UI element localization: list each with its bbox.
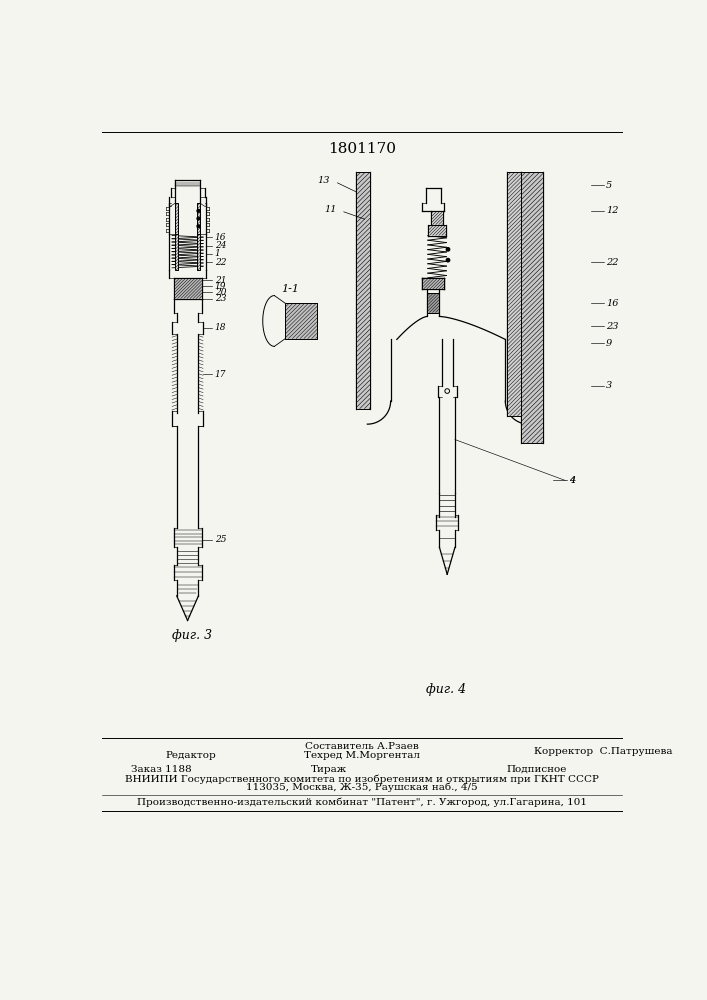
Text: 16: 16: [606, 299, 619, 308]
Text: 5: 5: [606, 181, 612, 190]
Text: 1-1: 1-1: [281, 284, 299, 294]
Text: 4: 4: [569, 476, 575, 485]
Text: 24: 24: [215, 241, 226, 250]
Text: ВНИИПИ Государственного комитета по изобретениям и открытиям при ГКНТ СССР: ВНИИПИ Государственного комитета по изоб…: [125, 774, 599, 784]
Polygon shape: [197, 203, 200, 234]
Circle shape: [197, 225, 200, 228]
Text: Редактор: Редактор: [166, 751, 216, 760]
Text: 21: 21: [215, 276, 226, 285]
Text: 18: 18: [215, 323, 226, 332]
Polygon shape: [356, 172, 370, 409]
Circle shape: [197, 209, 200, 212]
Polygon shape: [175, 234, 178, 270]
Polygon shape: [521, 172, 542, 443]
Polygon shape: [507, 172, 521, 416]
Text: 113035, Москва, Ж-35, Раушская наб., 4/5: 113035, Москва, Ж-35, Раушская наб., 4/5: [246, 782, 478, 792]
Text: 19: 19: [215, 282, 226, 291]
Text: 16: 16: [215, 233, 226, 242]
Text: 1801170: 1801170: [328, 142, 396, 156]
Text: Корректор  С.Патрушева: Корректор С.Патрушева: [534, 747, 672, 756]
Text: 22: 22: [215, 258, 226, 267]
Text: фиг. 4: фиг. 4: [426, 683, 466, 696]
Text: 22: 22: [606, 258, 619, 267]
Text: 23: 23: [215, 294, 226, 303]
Text: 9: 9: [606, 339, 612, 348]
Polygon shape: [197, 234, 200, 270]
Polygon shape: [428, 225, 446, 235]
Polygon shape: [174, 278, 201, 299]
Text: Составитель А.Рзаев: Составитель А.Рзаев: [305, 742, 419, 751]
Circle shape: [197, 217, 200, 220]
Polygon shape: [285, 303, 317, 339]
Text: 12: 12: [606, 206, 619, 215]
Text: 1: 1: [215, 249, 221, 258]
Polygon shape: [175, 203, 178, 234]
Text: 23: 23: [606, 322, 619, 331]
Polygon shape: [431, 211, 443, 225]
Polygon shape: [422, 278, 444, 289]
Text: 4: 4: [569, 476, 575, 485]
Text: Подписное: Подписное: [507, 765, 567, 774]
Text: 3: 3: [606, 381, 612, 390]
Text: 11: 11: [324, 205, 337, 214]
Text: 20: 20: [215, 288, 226, 297]
Text: фиг. 3: фиг. 3: [172, 629, 212, 642]
Text: Техред М.Моргентал: Техред М.Моргентал: [304, 751, 420, 760]
Circle shape: [446, 248, 450, 251]
Circle shape: [446, 258, 450, 262]
Text: Тираж: Тираж: [310, 765, 346, 774]
Polygon shape: [427, 293, 440, 312]
Text: Заказ 1188: Заказ 1188: [131, 765, 192, 774]
Text: 13: 13: [317, 176, 330, 185]
Text: 25: 25: [215, 535, 226, 544]
Text: Производственно-издательский комбинат "Патент", г. Ужгород, ул.Гагарина, 101: Производственно-издательский комбинат "П…: [137, 797, 587, 807]
Text: 17: 17: [215, 370, 226, 379]
